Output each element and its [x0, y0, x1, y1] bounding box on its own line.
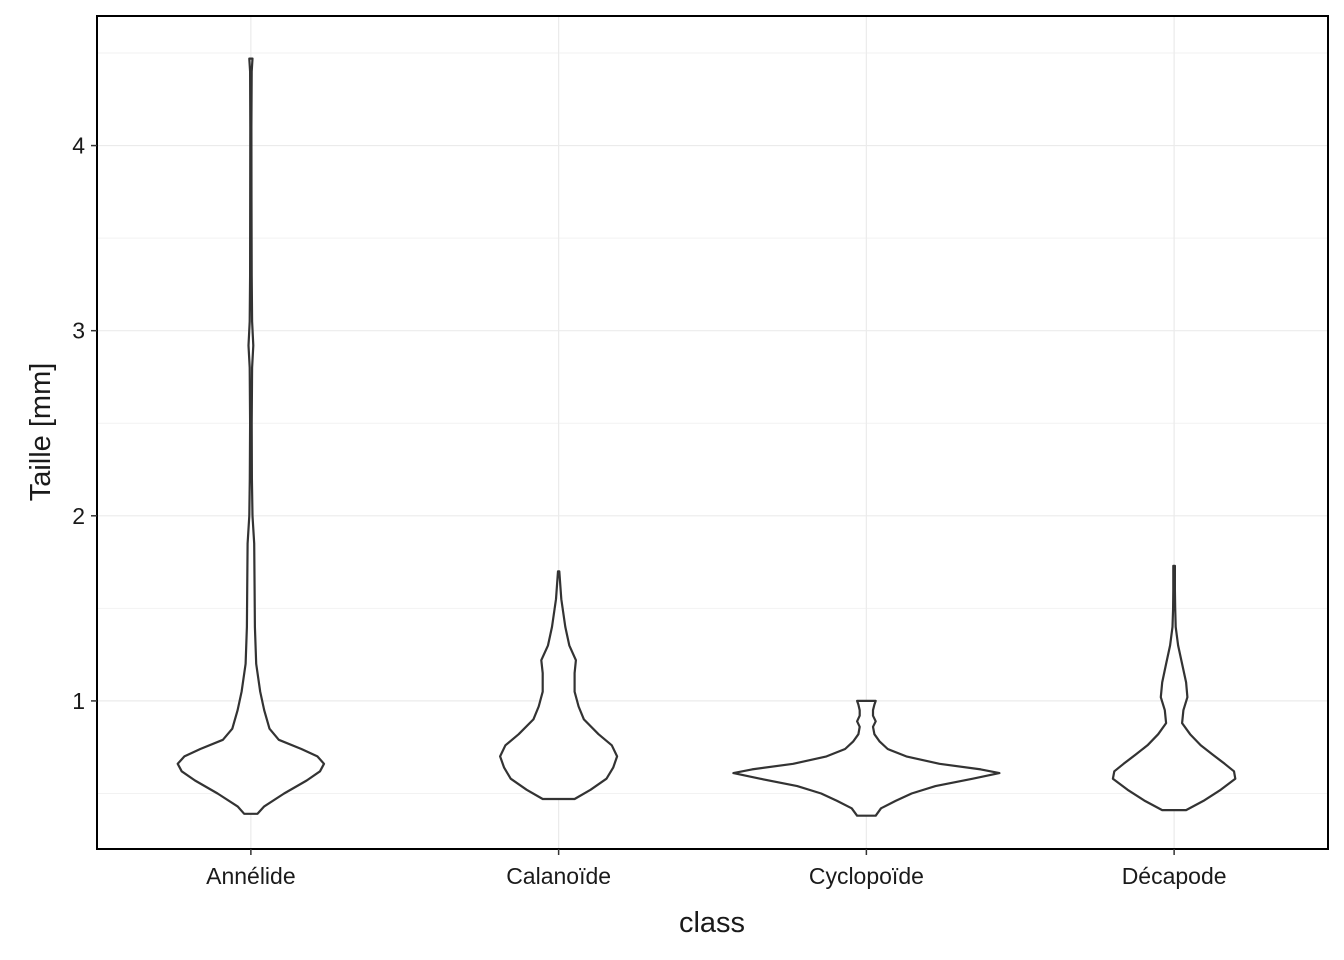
violins: [176, 57, 1237, 817]
violin-4: [1111, 564, 1237, 812]
x-tick-label: Annélide: [206, 863, 296, 889]
x-tick-label: Décapode: [1122, 863, 1227, 889]
violin-3: [732, 699, 1001, 817]
plot-border: [96, 15, 1329, 850]
violin-1: [176, 57, 326, 815]
y-tick-label: 4: [72, 133, 85, 159]
x-tick-label: Calanoïde: [506, 863, 611, 889]
y-tick-label: 2: [72, 503, 85, 529]
x-axis-title: class: [679, 907, 745, 939]
x-axis: Annélide Calanoïde Cyclopoïde Décapode: [206, 849, 1227, 889]
y-tick-label: 1: [72, 688, 85, 714]
plot-panel: [97, 16, 1328, 849]
y-axis: 1 2 3 4: [72, 133, 97, 714]
violin-2: [499, 570, 619, 801]
y-tick-label: 3: [72, 318, 85, 344]
y-axis-title: Taille [mm]: [25, 363, 57, 502]
x-tick-label: Cyclopoïde: [809, 863, 924, 889]
